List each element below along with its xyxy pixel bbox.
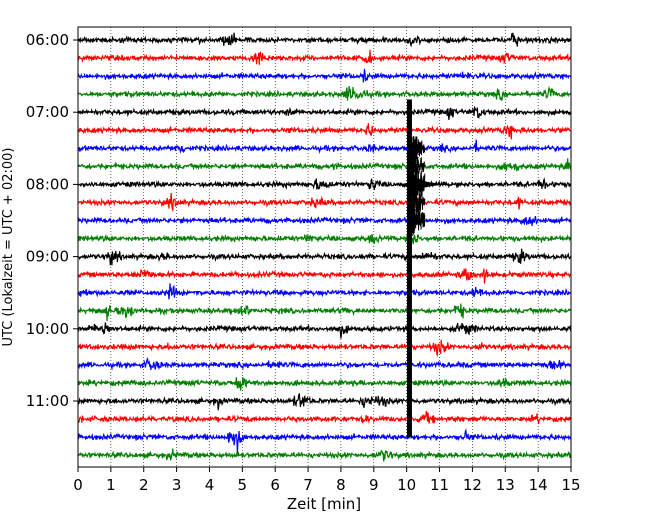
trace-line	[77, 192, 572, 213]
x-axis-ticks: 0 1 2 3 4 5 6 7 8 9 10 11 12 13 14 15	[73, 467, 581, 494]
y-tick-label: 11:00	[26, 392, 69, 410]
trace-line	[77, 49, 572, 65]
trace-line	[77, 233, 572, 245]
y-tick-label: 10:00	[26, 320, 69, 338]
event-burst	[409, 130, 426, 164]
x-tick-label: 14	[529, 476, 548, 494]
x-tick-label: 10	[397, 476, 416, 494]
x-tick-label: 9	[369, 476, 379, 494]
trace-line	[77, 158, 572, 172]
x-axis-label: Zeit [min]	[287, 495, 361, 513]
y-tick-label: 08:00	[26, 175, 69, 193]
trace-line	[77, 283, 572, 300]
x-tick-label: 7	[303, 476, 313, 494]
trace-line	[77, 339, 572, 357]
y-axis-ticks: 06:00 07:00 08:00 09:00 10:00 11:00	[26, 31, 78, 410]
trace-line	[77, 68, 572, 83]
seismic-traces	[77, 32, 572, 462]
trace-line	[77, 248, 572, 266]
trace-line	[77, 376, 572, 391]
x-tick-label: 2	[139, 476, 149, 494]
plot-frame	[77, 26, 572, 468]
event-burst	[409, 203, 426, 237]
y-tick-label: 09:00	[26, 248, 69, 266]
x-tick-label: 6	[270, 476, 280, 494]
x-tick-label: 4	[205, 476, 215, 494]
event-burst	[409, 188, 426, 218]
trace-line	[77, 176, 572, 191]
y-tick-label: 06:00	[26, 31, 69, 49]
trace-line	[77, 322, 572, 339]
trace-line	[77, 123, 572, 140]
x-tick-label: 11	[430, 476, 449, 494]
x-tick-label: 12	[463, 476, 482, 494]
y-axis-label: UTC (Lokalzeit = UTC + 02:00)	[1, 148, 16, 347]
y-tick-label: 07:00	[26, 103, 69, 121]
event-burst	[409, 161, 426, 203]
x-tick-label: 5	[238, 476, 248, 494]
x-tick-label: 0	[73, 476, 83, 494]
event-streak	[406, 99, 412, 438]
x-tick-label: 8	[336, 476, 346, 494]
event-burst	[409, 151, 426, 180]
trace-line	[77, 448, 572, 462]
x-tick-label: 13	[496, 476, 515, 494]
trace-line	[77, 32, 572, 48]
trace-line	[77, 303, 572, 322]
trace-line	[77, 85, 572, 101]
trace-line	[77, 357, 572, 371]
trace-line	[77, 428, 572, 454]
x-tick-label: 3	[172, 476, 182, 494]
trace-line	[77, 268, 572, 284]
x-tick-label: 1	[106, 476, 116, 494]
earthquake-event	[406, 99, 447, 438]
x-tick-label: 15	[561, 476, 580, 494]
trace-line	[77, 410, 572, 425]
trace-line	[77, 213, 572, 227]
trace-line	[77, 392, 572, 411]
trace-line	[77, 105, 572, 120]
trace-line	[77, 139, 572, 154]
